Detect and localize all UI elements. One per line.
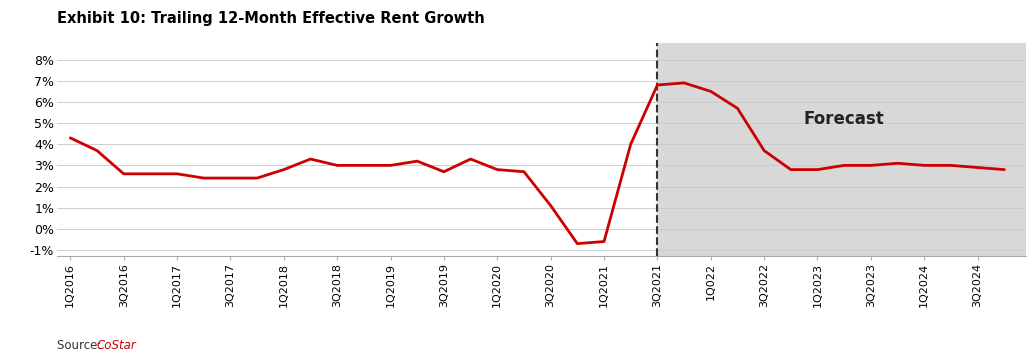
Text: Exhibit 10: Trailing 12-Month Effective Rent Growth: Exhibit 10: Trailing 12-Month Effective … [57, 11, 485, 26]
Text: CoStar: CoStar [96, 339, 136, 352]
Text: Forecast: Forecast [804, 110, 885, 128]
Bar [658, 43, 1026, 256]
Text: Source:: Source: [57, 339, 105, 352]
